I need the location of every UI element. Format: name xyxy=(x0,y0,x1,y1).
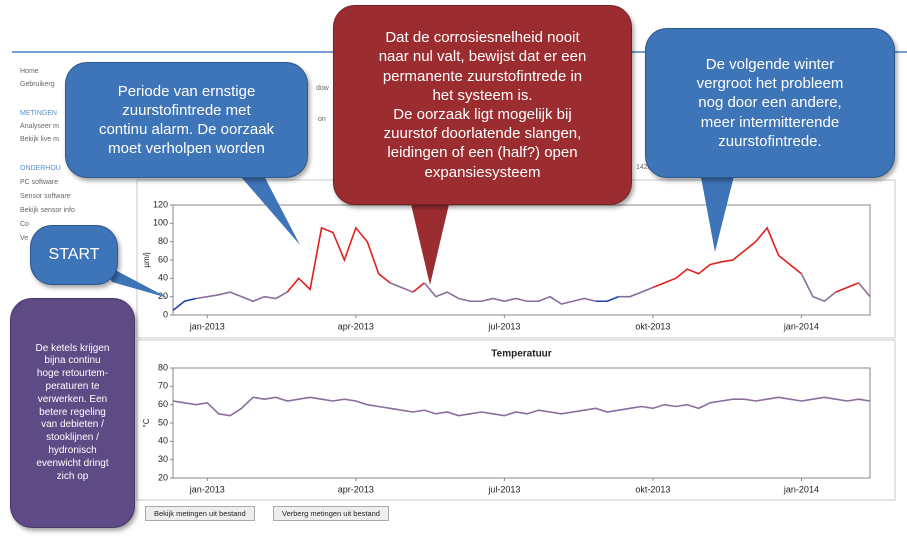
menu-item: Ve xyxy=(20,235,29,242)
menu-item: Bekijk sensor info xyxy=(20,207,75,214)
callout-line: zuurstofintrede met xyxy=(122,101,251,119)
y-tick-label: 60 xyxy=(158,399,168,409)
menu-item: Sensor software xyxy=(20,193,71,200)
data-line xyxy=(618,286,654,298)
callout-line: De volgende winter xyxy=(705,55,835,73)
y-tick-label: 80 xyxy=(158,236,168,246)
data-line xyxy=(389,282,414,293)
data-line xyxy=(172,297,197,312)
callout-line: stooklijnen / xyxy=(46,432,99,444)
x-tick-label: jul-2013 xyxy=(487,484,520,494)
y-tick-label: 50 xyxy=(158,417,168,427)
callout: Dat de corrosiesnelheid nooit naar nul va… xyxy=(333,5,632,205)
menu-item: Home xyxy=(20,68,39,75)
chart-title: Temperatuur xyxy=(491,349,551,360)
callout-line: zuurstofintrede. xyxy=(718,132,822,150)
callout: START xyxy=(30,225,118,285)
callout-line: START xyxy=(48,245,100,263)
menu-item: Analyseer m xyxy=(20,123,59,130)
data-line xyxy=(412,282,425,293)
y-tick-label: 20 xyxy=(158,472,168,482)
callout-line: bijna continu xyxy=(44,355,101,367)
data-line xyxy=(800,273,837,303)
callout: De volgende winter vergroot het probleem n… xyxy=(645,28,895,178)
y-axis-label: µm/j xyxy=(142,252,151,267)
menu-item: METINGEN xyxy=(20,110,57,117)
y-tick-label: 70 xyxy=(158,381,168,391)
callout-line: De oorzaak ligt mogelijk bij xyxy=(393,106,572,123)
button[interactable]: Bekijk metingen uit bestand xyxy=(145,506,255,521)
callout-line: van debieten / xyxy=(41,419,104,431)
callout-line: naar nul valt, bewijst dat er een xyxy=(378,48,587,66)
data-line xyxy=(172,396,871,417)
callout-line: continu alarm. De oorzaak xyxy=(98,121,275,138)
x-tick-label: okt-2013 xyxy=(635,484,670,494)
callout-tail xyxy=(410,200,450,285)
callout-line: het systeem is. xyxy=(432,86,533,104)
callout-line: peraturen te xyxy=(45,381,100,392)
callout-line: evenwicht dringt xyxy=(36,457,109,469)
callout: Periode van ernstige zuurstofintrede met c… xyxy=(65,62,308,178)
data-line xyxy=(286,226,391,293)
y-tick-label: 0 xyxy=(163,309,168,319)
x-tick-label: apr-2013 xyxy=(338,484,374,494)
y-tick-label: 120 xyxy=(153,199,168,209)
text-fragment: 1420 xyxy=(636,164,652,171)
callout-line: expansiesysteem xyxy=(424,163,541,181)
callout-line: moet verholpen worden xyxy=(108,140,265,158)
x-tick-label: jan-2013 xyxy=(189,484,225,494)
menu-item: Co xyxy=(20,221,29,228)
callout-line: Periode van ernstige xyxy=(117,82,256,100)
y-tick-label: 40 xyxy=(158,273,168,283)
text-fragment: dow xyxy=(316,85,329,92)
data-line xyxy=(835,282,859,293)
menu-item: PC software xyxy=(20,179,59,186)
text-fragment: on xyxy=(318,116,326,123)
callout-line: nog door een andere, xyxy=(698,94,842,112)
button[interactable]: Verberg metingen uit bestand xyxy=(273,506,389,521)
callout-line: leidingen of een (half?) open xyxy=(387,144,578,162)
x-tick-label: jul-2013 xyxy=(487,321,520,331)
callout-line: zuurstof doorlatende slangen, xyxy=(383,125,582,143)
x-tick-label: jan-2014 xyxy=(783,484,819,494)
callout-line: Dat de corrosiesnelheid nooit xyxy=(385,29,580,47)
callout: De ketels krijgen bijna continu hoge retou… xyxy=(10,298,135,528)
callout-tail xyxy=(235,170,300,245)
x-tick-label: jan-2013 xyxy=(189,321,225,331)
data-line xyxy=(857,282,871,298)
y-tick-label: 80 xyxy=(158,362,168,372)
data-line xyxy=(652,226,802,289)
menu-item: Bekijk live m xyxy=(20,136,59,143)
callout-line: zich op xyxy=(56,470,89,482)
callout-line: permanente zuurstofintrede in xyxy=(382,67,583,85)
menu-item: ONDERHOU xyxy=(20,165,61,172)
y-tick-label: 40 xyxy=(158,436,168,446)
y-axis-label: °C xyxy=(142,418,151,427)
plot-area xyxy=(172,367,871,479)
x-tick-label: jan-2014 xyxy=(783,321,819,331)
callout-tail xyxy=(700,172,735,252)
y-tick-label: 30 xyxy=(158,454,168,464)
x-tick-label: okt-2013 xyxy=(635,321,670,331)
data-line xyxy=(595,295,619,303)
data-line xyxy=(195,291,288,303)
callout-line: betere regeling xyxy=(39,406,106,418)
x-tick-label: apr-2013 xyxy=(338,321,374,331)
callout-tail xyxy=(100,262,168,298)
callout-line: vergroot het probleem xyxy=(696,75,844,93)
y-tick-label: 60 xyxy=(158,254,168,264)
y-tick-label: 100 xyxy=(153,218,168,228)
data-line xyxy=(423,282,596,305)
callout-line: verwerken. Een xyxy=(37,393,108,405)
callout-line: meer intermitterende xyxy=(700,113,840,131)
plot-area xyxy=(172,204,871,316)
callout-line: hoge retourtem- xyxy=(36,368,109,380)
callout-line: De ketels krijgen xyxy=(35,342,110,354)
callout-line: hydronisch xyxy=(48,444,97,456)
menu-item: Gebruikerg xyxy=(20,81,55,88)
